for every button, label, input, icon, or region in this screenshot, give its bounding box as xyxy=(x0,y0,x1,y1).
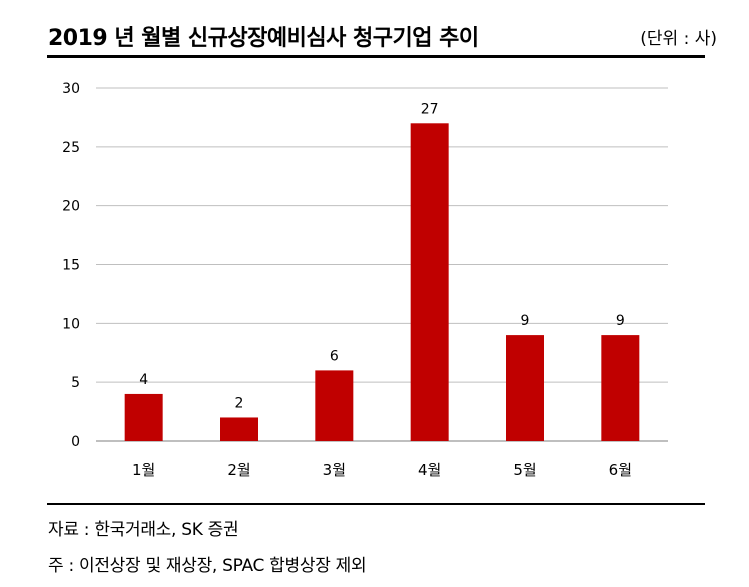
data-label: 27 xyxy=(421,101,439,117)
y-axis-ticks: 0 5 10 15 20 25 30 xyxy=(62,81,80,450)
grid-lines xyxy=(96,87,668,442)
x-tick-label: 2월 xyxy=(227,461,250,479)
bar-chart: 0 5 10 15 20 25 30 4 2 6 27 9 9 1월 2월 3월 4월 5월 6월 xyxy=(62,81,668,479)
y-tick-label: 0 xyxy=(71,434,80,450)
bars xyxy=(124,123,640,442)
data-labels: 4 2 6 27 9 9 xyxy=(139,101,625,411)
footnote: 주 : 이전상장 및 재상장, SPAC 합병상장 제외 xyxy=(48,556,367,576)
bottom-rule xyxy=(47,503,705,505)
y-tick-label: 5 xyxy=(71,375,80,391)
bar xyxy=(601,335,640,441)
unit-label: (단위 : 사) xyxy=(640,29,717,49)
x-tick-label: 6월 xyxy=(609,461,632,479)
data-label: 6 xyxy=(330,348,339,364)
x-axis-ticks: 1월 2월 3월 4월 5월 6월 xyxy=(132,461,632,479)
bar xyxy=(124,393,163,441)
x-tick-label: 1월 xyxy=(132,461,155,479)
x-tick-label: 3월 xyxy=(323,461,346,479)
x-tick-label: 4월 xyxy=(418,461,441,479)
top-rule xyxy=(47,55,705,58)
bar xyxy=(220,417,258,441)
data-label: 9 xyxy=(521,313,530,329)
y-tick-label: 10 xyxy=(62,316,80,332)
x-tick-label: 5월 xyxy=(513,461,536,479)
bar xyxy=(315,370,354,441)
chart-title: 2019 년 월별 신규상장예비심사 청구기업 추이 xyxy=(48,26,479,51)
data-label: 2 xyxy=(235,395,244,411)
y-tick-label: 30 xyxy=(62,81,80,97)
bar xyxy=(506,335,544,441)
y-tick-label: 15 xyxy=(62,258,80,274)
source-note: 자료 : 한국거래소, SK 증권 xyxy=(48,520,239,540)
data-label: 4 xyxy=(139,372,148,388)
bar xyxy=(410,123,449,442)
y-tick-label: 25 xyxy=(62,140,80,156)
data-label: 9 xyxy=(616,313,625,329)
y-tick-label: 20 xyxy=(62,199,80,215)
